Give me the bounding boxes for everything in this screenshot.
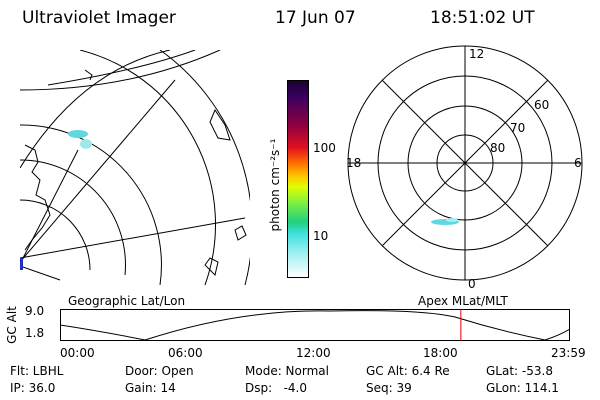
status-ip: IP: 36.0 (10, 381, 56, 395)
status-flt: Flt: LBHL (10, 364, 64, 378)
status-glon: GLon: 114.1 (486, 381, 559, 395)
geographic-map[interactable] (20, 50, 250, 285)
status-glat: GLat: -53.8 (486, 364, 553, 378)
geographic-label: Geographic Lat/Lon (68, 294, 186, 308)
altitude-ytick-max: 9.0 (25, 304, 45, 318)
lat-arc (47, 50, 196, 86)
coastline (204, 257, 219, 276)
colorbar (287, 80, 309, 278)
altitude-curve (60, 310, 570, 341)
time-tick-3: 18:00 (423, 346, 458, 360)
status-gain: Gain: 14 (125, 381, 176, 395)
meridian (20, 79, 176, 263)
status-mode: Mode: Normal (245, 364, 329, 378)
emission-patch (68, 130, 88, 138)
lat-arc (20, 124, 162, 285)
meridian (20, 217, 246, 259)
apex-label: Apex MLat/MLT (418, 294, 508, 308)
time-tick-4: 23:59 (551, 346, 586, 360)
altitude-timeline[interactable] (60, 309, 570, 341)
lat-arc (79, 50, 216, 285)
coastline (209, 108, 231, 141)
coastline (234, 225, 247, 241)
polar-plot[interactable] (340, 45, 590, 290)
lat-label-70: 70 (510, 121, 526, 135)
time-tick-1: 06:00 (168, 346, 203, 360)
emission-patch (80, 139, 92, 149)
mlt-label-0: 0 (468, 277, 476, 291)
timeline-frame (60, 309, 570, 341)
colorbar-tick-100: 100 (313, 141, 336, 155)
altitude-ylabel: GC Alt (5, 306, 19, 344)
time-tick-0: 00:00 (60, 346, 95, 360)
mlt-label-12: 12 (469, 47, 485, 61)
lat-arc (20, 50, 171, 169)
app-title: Ultraviolet Imager (22, 8, 176, 28)
coastline (84, 69, 93, 81)
meridian (20, 265, 61, 281)
colorbar-tick-10: 10 (313, 229, 329, 243)
lat-label-80: 80 (490, 141, 506, 155)
emission-patch (20, 258, 23, 270)
status-dsp: Dsp: -4.0 (245, 381, 308, 395)
status-door: Door: Open (125, 364, 194, 378)
emission-patch (446, 218, 458, 222)
header-date: 17 Jun 07 (275, 8, 356, 28)
mlt-label-18: 18 (346, 156, 362, 170)
meridian (20, 149, 79, 265)
header-time: 18:51:02 UT (430, 8, 535, 28)
colorbar-unit-label: photon cm⁻²s⁻¹ (268, 138, 282, 232)
mlt-line (381, 79, 549, 247)
lat-label-60: 60 (534, 98, 550, 112)
lat-arc (20, 199, 91, 271)
status-gc-alt: GC Alt: 6.4 Re (366, 364, 450, 378)
coastline (24, 144, 51, 251)
lat-arc (20, 50, 221, 91)
lat-arc (20, 159, 126, 276)
lat-arc (159, 50, 250, 285)
altitude-ytick-min: 1.8 (25, 326, 45, 340)
status-seq: Seq: 39 (366, 381, 412, 395)
mlt-label-6: 6 (574, 156, 582, 170)
time-tick-2: 12:00 (296, 346, 331, 360)
